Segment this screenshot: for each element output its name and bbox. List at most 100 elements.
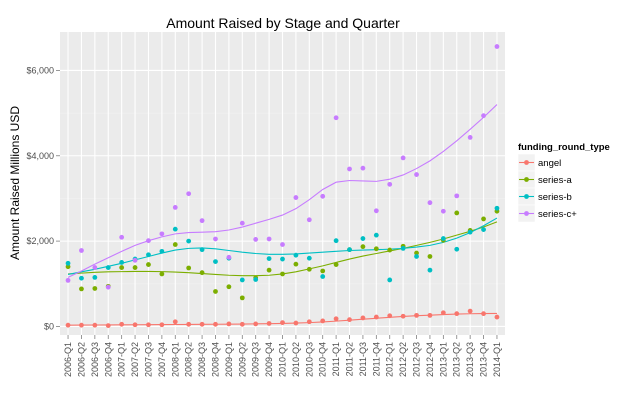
point-series-a	[199, 270, 205, 276]
point-series-b	[159, 248, 165, 254]
point-series-a	[333, 262, 339, 267]
point-series-a	[213, 289, 218, 294]
point-angel	[266, 321, 272, 326]
legend-key-angel	[517, 153, 536, 172]
point-angel	[159, 322, 165, 328]
point-series-a	[239, 295, 245, 301]
x-tick-label: 2006-Q2	[76, 342, 86, 377]
point-series-a	[360, 244, 366, 250]
point-angel	[347, 317, 352, 323]
point-series-a	[293, 261, 299, 267]
point-series-a	[454, 210, 460, 216]
point-series-a	[65, 264, 71, 270]
point-angel	[293, 320, 299, 326]
point-angel	[213, 321, 218, 327]
legend-key-point	[524, 177, 529, 182]
point-angel	[146, 322, 151, 328]
x-tick-label: 2006-Q3	[90, 342, 100, 377]
point-angel	[186, 321, 192, 327]
x-tick-label: 2012-Q2	[398, 342, 408, 377]
point-series-b	[293, 252, 299, 258]
point-angel	[481, 311, 486, 317]
point-series-b	[373, 232, 379, 238]
x-tick-label: 2011-Q1	[331, 342, 341, 376]
point-angel	[320, 318, 326, 324]
x-tick-label: 2014-Q1	[492, 342, 502, 377]
point-series-a	[387, 247, 393, 253]
x-tick-label: 2009-Q1	[224, 342, 234, 377]
x-tick-label: 2008-Q3	[197, 342, 207, 377]
point-series-c+	[253, 237, 259, 242]
y-tick-label: $2,000	[26, 236, 54, 246]
x-tick-label: 2013-Q1	[438, 342, 448, 377]
point-angel	[427, 312, 433, 318]
x-tick-label: 2012-Q3	[412, 342, 422, 377]
point-series-a	[119, 265, 125, 270]
point-series-c+	[280, 242, 285, 247]
x-tick-label: 2009-Q2	[237, 342, 247, 377]
point-series-a	[132, 265, 138, 270]
x-tick-label: 2011-Q2	[345, 342, 355, 376]
point-series-c+	[79, 248, 84, 253]
point-angel	[65, 322, 71, 328]
x-tick-label: 2009-Q4	[264, 342, 274, 377]
x-tick-label: 2007-Q3	[143, 342, 153, 377]
x-tick-label: 2008-Q1	[170, 342, 180, 377]
x-tick-label: 2011-Q4	[371, 342, 381, 376]
point-series-c+	[105, 284, 111, 290]
y-tick-label: $4,000	[26, 151, 54, 161]
point-series-b	[119, 260, 125, 265]
point-series-a	[92, 286, 98, 291]
x-tick-label: 2009-Q3	[251, 342, 261, 377]
point-angel	[414, 312, 419, 318]
y-axis-title: Amount Raised Millions USD	[8, 106, 22, 260]
point-angel	[360, 315, 366, 321]
point-series-c+	[414, 172, 419, 177]
x-tick-label: 2007-Q2	[130, 342, 140, 377]
point-series-c+	[226, 254, 232, 260]
x-tick-label: 2006-Q4	[103, 342, 113, 377]
trend-line-series-b	[67, 217, 498, 275]
point-angel	[467, 308, 473, 314]
point-series-c+	[427, 200, 433, 206]
point-angel	[199, 321, 205, 327]
point-series-b	[213, 259, 218, 264]
point-series-c+	[454, 193, 460, 199]
point-series-b	[333, 238, 339, 244]
point-angel	[454, 311, 460, 317]
point-series-c+	[400, 155, 406, 161]
legend-key-point	[524, 211, 529, 216]
point-series-b	[280, 256, 285, 262]
x-tick-label: 2007-Q1	[117, 342, 127, 377]
x-tick-label: 2010-Q1	[278, 342, 288, 377]
point-series-b	[65, 260, 71, 266]
point-series-c+	[239, 220, 245, 226]
point-series-a	[373, 246, 379, 252]
point-series-c+	[65, 277, 71, 283]
point-series-b	[266, 256, 272, 262]
x-tick-label: 2007-Q4	[157, 342, 167, 377]
x-tick-label: 2008-Q2	[184, 342, 194, 377]
legend-label-series-b: series-b	[538, 192, 572, 203]
x-tick-label: 2013-Q3	[465, 342, 475, 377]
point-series-c+	[481, 113, 486, 119]
point-series-a	[414, 250, 419, 256]
point-series-b	[79, 275, 84, 281]
point-series-c+	[132, 257, 138, 263]
point-angel	[92, 322, 98, 328]
point-series-b	[253, 277, 259, 282]
trend-line-series-c+	[67, 104, 498, 278]
point-series-a	[266, 267, 272, 273]
point-series-c+	[213, 236, 218, 242]
point-series-b	[360, 236, 366, 241]
point-series-c+	[266, 236, 272, 242]
point-series-c+	[293, 195, 299, 200]
legend-label-series-a: series-a	[538, 175, 573, 186]
point-angel	[440, 310, 446, 316]
point-series-b	[481, 227, 486, 232]
point-series-b	[400, 245, 406, 251]
point-series-b	[186, 238, 192, 244]
point-angel	[306, 319, 312, 325]
point-series-a	[186, 265, 192, 271]
